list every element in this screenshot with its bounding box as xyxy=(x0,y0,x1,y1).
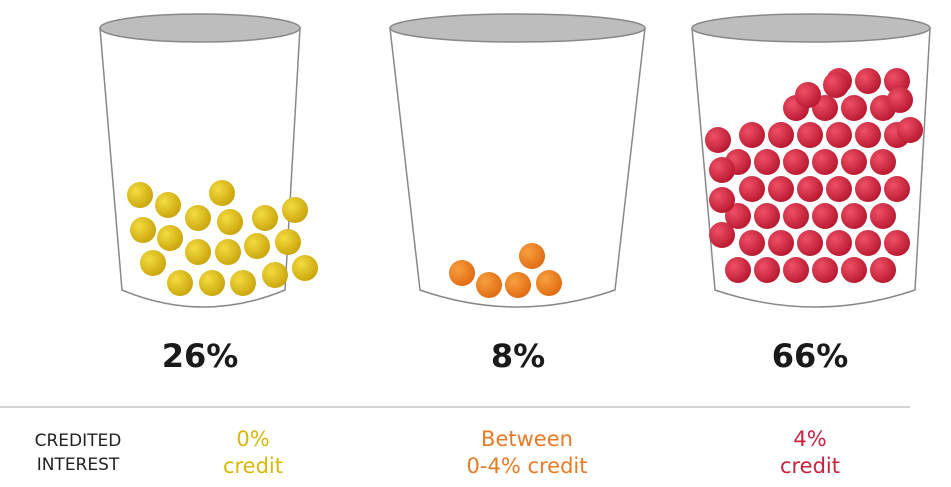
ball xyxy=(127,182,153,208)
ball xyxy=(783,257,809,283)
ball xyxy=(812,257,838,283)
ball xyxy=(897,117,923,143)
ball xyxy=(855,176,881,202)
ball xyxy=(754,257,780,283)
ball xyxy=(252,205,278,231)
ball xyxy=(812,203,838,229)
ball xyxy=(841,95,867,121)
ball xyxy=(130,217,156,243)
ball xyxy=(826,176,852,202)
ball xyxy=(768,176,794,202)
row-header: CREDITED xyxy=(35,431,122,451)
ball xyxy=(167,270,193,296)
ball xyxy=(855,68,881,94)
credit-label: 4% xyxy=(793,427,826,451)
credit-label: 0-4% credit xyxy=(467,454,588,478)
ball xyxy=(841,149,867,175)
ball xyxy=(841,203,867,229)
credit-label: 0% xyxy=(236,427,269,451)
ball xyxy=(870,257,896,283)
ball xyxy=(797,122,823,148)
ball xyxy=(725,257,751,283)
ball xyxy=(739,176,765,202)
ball xyxy=(140,250,166,276)
ball xyxy=(199,270,225,296)
ball xyxy=(709,222,735,248)
ball xyxy=(705,127,731,153)
ball xyxy=(185,239,211,265)
ball xyxy=(797,176,823,202)
ball xyxy=(185,205,211,231)
ball xyxy=(884,176,910,202)
ball xyxy=(797,230,823,256)
ball xyxy=(855,122,881,148)
ball xyxy=(826,122,852,148)
credit-label: credit xyxy=(780,454,840,478)
credit-label: Between xyxy=(481,427,573,451)
cup xyxy=(389,27,646,308)
ball xyxy=(870,149,896,175)
ball xyxy=(768,230,794,256)
ball xyxy=(884,230,910,256)
ball xyxy=(870,203,896,229)
ball xyxy=(709,157,735,183)
ball xyxy=(795,82,821,108)
ball xyxy=(709,187,735,213)
ball xyxy=(244,233,270,259)
ball xyxy=(292,255,318,281)
cup-rim xyxy=(691,13,931,43)
credit-label: credit xyxy=(223,454,283,478)
ball xyxy=(262,262,288,288)
ball xyxy=(739,230,765,256)
ball xyxy=(536,270,562,296)
percent-label: 26% xyxy=(162,337,239,375)
cup-rim xyxy=(99,13,301,43)
percent-label: 8% xyxy=(491,337,545,375)
ball xyxy=(855,230,881,256)
ball xyxy=(812,149,838,175)
ball xyxy=(157,225,183,251)
ball xyxy=(217,209,243,235)
ball xyxy=(282,197,308,223)
ball xyxy=(505,272,531,298)
ball xyxy=(754,203,780,229)
cup-rim xyxy=(389,13,646,43)
ball xyxy=(230,270,256,296)
ball xyxy=(783,149,809,175)
ball xyxy=(215,239,241,265)
ball xyxy=(783,203,809,229)
ball xyxy=(887,87,913,113)
ball xyxy=(275,229,301,255)
ball xyxy=(209,180,235,206)
ball xyxy=(519,243,545,269)
ball xyxy=(476,272,502,298)
ball xyxy=(826,230,852,256)
row-header: INTEREST xyxy=(37,455,120,475)
ball xyxy=(725,203,751,229)
ball xyxy=(739,122,765,148)
ball xyxy=(841,257,867,283)
ball xyxy=(754,149,780,175)
ball xyxy=(823,72,849,98)
ball xyxy=(768,122,794,148)
ball xyxy=(155,192,181,218)
percent-label: 66% xyxy=(772,337,849,375)
ball xyxy=(449,260,475,286)
